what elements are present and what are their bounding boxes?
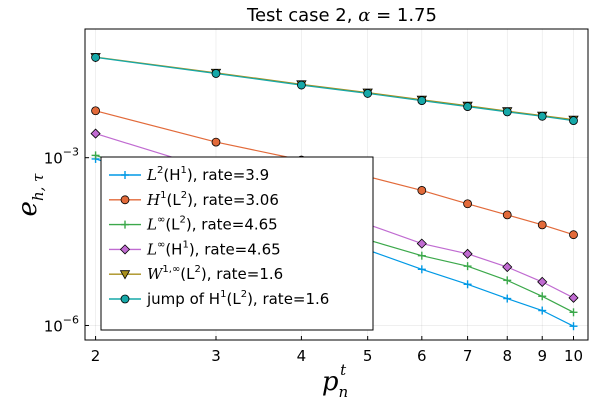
x-axis-label: pnt: [322, 361, 348, 400]
plot-frame: [84, 28, 589, 341]
x-tick-label: 2: [91, 347, 101, 365]
legend-marker: [121, 171, 129, 179]
data-point: [91, 106, 100, 116]
legend-entry: H1(L2), rate=3.06: [109, 190, 279, 209]
legend-marker: [119, 270, 131, 280]
legend-label: L2(H1), rate=3.9: [146, 165, 269, 184]
x-axis-ticks: 2 3 4 5 6 7 8 9 10: [91, 336, 583, 365]
x-tick-label: 9: [537, 347, 547, 365]
legend-label: L∞(L2), rate=4.65: [146, 215, 278, 234]
data-point: [211, 137, 221, 147]
data-point: [569, 308, 578, 317]
legend-marker: [120, 294, 130, 304]
data-point: [569, 116, 578, 126]
data-point: [90, 128, 101, 139]
data-point: [91, 53, 100, 62]
x-tick-label: 8: [502, 347, 512, 365]
data-point: [537, 276, 548, 287]
data-point: [91, 151, 100, 160]
y-tick-label: 10−3: [44, 146, 79, 168]
x-tick-label: 4: [297, 347, 307, 365]
legend-entry: L2(H1), rate=3.9: [109, 165, 269, 184]
data-point: [463, 102, 472, 111]
data-point: [363, 89, 373, 98]
data-point: [297, 80, 306, 90]
x-tick-label: 10: [564, 347, 583, 365]
data-point: [463, 280, 472, 289]
data-point: [503, 276, 512, 285]
legend-label: jump of H1(L2), rate=1.6: [146, 289, 329, 308]
data-point: [417, 251, 426, 260]
y-axis-ticks: 10−3 10−6: [44, 146, 89, 335]
data-point: [463, 262, 472, 271]
x-tick-label: 6: [417, 347, 427, 365]
data-point: [502, 261, 513, 273]
legend-marker: [120, 195, 130, 205]
legend-entry: jump of H1(L2), rate=1.6: [109, 289, 329, 308]
data-point: [417, 96, 427, 105]
data-point: [417, 265, 426, 274]
chart-title: Test case 2, α = 1.75: [246, 5, 437, 26]
data-point: [569, 322, 578, 331]
x-tick-label: 5: [363, 347, 373, 365]
data-point: [211, 69, 221, 78]
data-point: [569, 230, 578, 240]
series-line: [95, 56, 574, 122]
legend-marker: [119, 244, 131, 255]
x-tick-label: 3: [211, 347, 221, 365]
legend-entry: W1,∞(L2), rate=1.6: [109, 264, 283, 283]
data-point: [462, 248, 473, 259]
legend-marker: [121, 220, 129, 229]
data-point: [537, 220, 547, 230]
data-point: [502, 210, 512, 220]
y-axis-label: eh, τ: [13, 173, 47, 217]
legend-label: H1(L2), rate=3.06: [146, 190, 279, 209]
y-tick-label: 10−6: [44, 313, 79, 335]
data-point: [503, 294, 512, 303]
legend-label: L∞(H1), rate=4.65: [146, 239, 281, 258]
data-point: [538, 306, 547, 315]
data-point: [568, 292, 579, 303]
legend: L2(H1), rate=3.9 H1(L2), rate=3.06 L∞(L2),…: [100, 156, 374, 331]
legend-entry: L∞(H1), rate=4.65: [109, 239, 281, 258]
data-point: [463, 199, 472, 209]
data-point: [416, 238, 427, 249]
data-point: [537, 111, 547, 121]
legend-entry: L∞(L2), rate=4.65: [109, 215, 278, 234]
data-point: [538, 292, 547, 301]
legend-label: W1,∞(L2), rate=1.6: [147, 264, 283, 283]
data-point: [502, 107, 512, 117]
x-tick-label: 7: [463, 347, 473, 365]
series-2: [91, 106, 578, 240]
data-point: [417, 186, 427, 195]
legend-box: [100, 156, 374, 331]
series-6: [91, 53, 578, 126]
